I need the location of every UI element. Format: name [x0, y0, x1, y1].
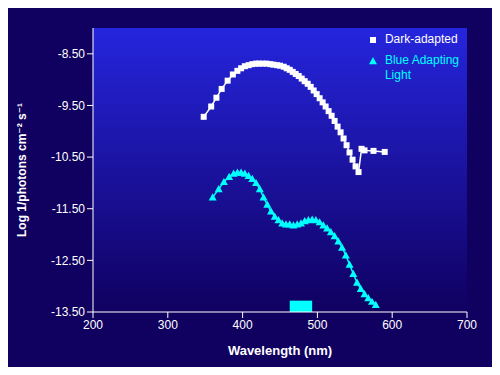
svg-text:-8.50: -8.50 — [58, 47, 86, 61]
svg-text:-11.50: -11.50 — [52, 202, 85, 216]
svg-text:-13.50: -13.50 — [51, 305, 85, 319]
html-text:Blue Adapting Light: Blue Adapting Light — [384, 53, 459, 82]
svg-text:500: 500 — [307, 318, 327, 332]
svg-text:-9.50: -9.50 — [58, 99, 86, 113]
svg-text:200: 200 — [83, 318, 103, 332]
svg-text:Log 1/photons cm⁻² s⁻¹: Log 1/photons cm⁻² s⁻¹ — [15, 103, 29, 237]
svg-text:-12.50: -12.50 — [51, 254, 85, 268]
svg-text:700: 700 — [457, 318, 477, 332]
svg-text:-10.50: -10.50 — [51, 150, 85, 164]
svg-text:Wavelength (nm): Wavelength (nm) — [228, 343, 332, 358]
html-text:Dark-adapted: Dark-adapted — [384, 32, 458, 46]
svg-text:400: 400 — [233, 318, 253, 332]
svg-text:600: 600 — [382, 318, 402, 332]
svg-text:300: 300 — [158, 318, 178, 332]
